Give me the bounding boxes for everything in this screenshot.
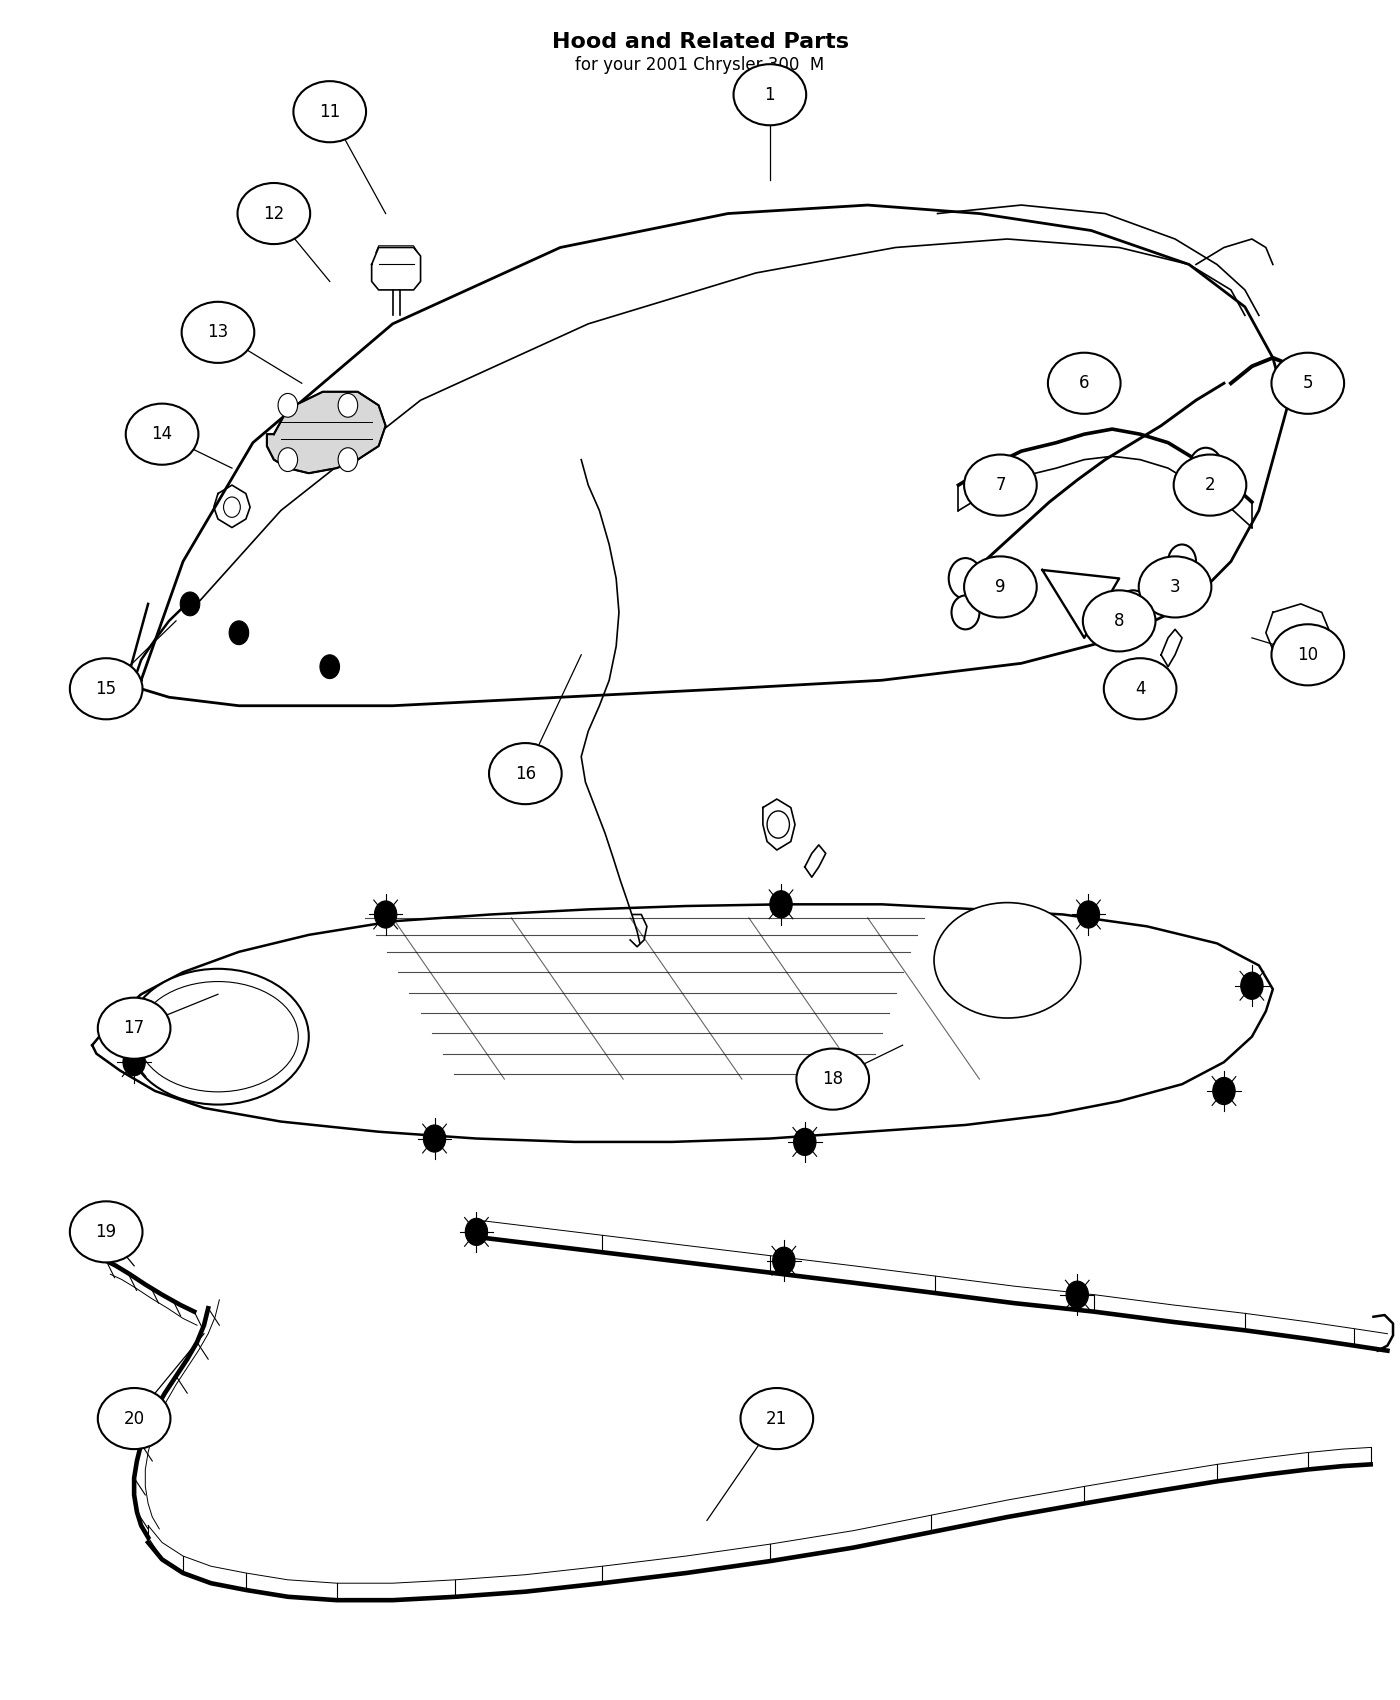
- Text: Hood and Related Parts: Hood and Related Parts: [552, 32, 848, 53]
- Text: 5: 5: [1302, 374, 1313, 393]
- Ellipse shape: [797, 1049, 869, 1110]
- Text: 10: 10: [1298, 646, 1319, 663]
- Text: 12: 12: [263, 204, 284, 223]
- Text: 9: 9: [995, 578, 1005, 597]
- Text: 17: 17: [123, 1020, 144, 1037]
- Ellipse shape: [1173, 454, 1246, 515]
- Ellipse shape: [1082, 590, 1155, 651]
- Ellipse shape: [965, 454, 1037, 515]
- Text: 8: 8: [1114, 612, 1124, 631]
- Circle shape: [423, 1125, 445, 1153]
- Ellipse shape: [98, 1387, 171, 1448]
- Ellipse shape: [934, 903, 1081, 1018]
- Circle shape: [339, 393, 357, 416]
- Circle shape: [230, 620, 249, 644]
- Text: 20: 20: [123, 1409, 144, 1428]
- Text: 7: 7: [995, 476, 1005, 495]
- Text: 3: 3: [1170, 578, 1180, 597]
- Circle shape: [1168, 544, 1196, 578]
- Ellipse shape: [1271, 624, 1344, 685]
- Circle shape: [1077, 901, 1099, 928]
- Circle shape: [279, 393, 298, 416]
- Text: 6: 6: [1079, 374, 1089, 393]
- Ellipse shape: [98, 998, 171, 1059]
- Circle shape: [794, 1129, 816, 1156]
- Ellipse shape: [127, 969, 309, 1105]
- Ellipse shape: [1271, 352, 1344, 413]
- Ellipse shape: [741, 1387, 813, 1448]
- Circle shape: [1189, 447, 1222, 488]
- Circle shape: [279, 447, 298, 471]
- Text: 18: 18: [822, 1069, 843, 1088]
- Ellipse shape: [182, 303, 255, 362]
- Ellipse shape: [734, 65, 806, 126]
- Circle shape: [952, 595, 980, 629]
- Circle shape: [949, 558, 983, 598]
- Circle shape: [123, 1049, 146, 1076]
- Polygon shape: [267, 391, 385, 473]
- Circle shape: [1114, 590, 1151, 634]
- Circle shape: [1212, 1078, 1235, 1105]
- Circle shape: [770, 891, 792, 918]
- Ellipse shape: [965, 556, 1037, 617]
- Text: 15: 15: [95, 680, 116, 697]
- Text: 19: 19: [95, 1222, 116, 1241]
- Text: 1: 1: [764, 85, 776, 104]
- Circle shape: [181, 592, 200, 615]
- Text: 13: 13: [207, 323, 228, 342]
- Circle shape: [321, 654, 340, 678]
- Ellipse shape: [1138, 556, 1211, 617]
- Circle shape: [465, 1219, 487, 1246]
- Text: 21: 21: [766, 1409, 787, 1428]
- Ellipse shape: [1103, 658, 1176, 719]
- Ellipse shape: [1049, 352, 1120, 413]
- Ellipse shape: [489, 743, 561, 804]
- Text: 11: 11: [319, 102, 340, 121]
- Ellipse shape: [126, 403, 199, 464]
- Circle shape: [1091, 374, 1105, 391]
- Circle shape: [767, 811, 790, 838]
- Circle shape: [1065, 1282, 1088, 1309]
- Circle shape: [1240, 972, 1263, 1000]
- Text: for your 2001 Chrysler 300  M: for your 2001 Chrysler 300 M: [575, 56, 825, 73]
- Circle shape: [224, 496, 241, 517]
- Ellipse shape: [137, 981, 298, 1091]
- Text: 14: 14: [151, 425, 172, 444]
- Ellipse shape: [70, 658, 143, 719]
- Circle shape: [374, 901, 396, 928]
- Ellipse shape: [238, 184, 311, 245]
- Ellipse shape: [294, 82, 365, 143]
- Text: 16: 16: [515, 765, 536, 782]
- Ellipse shape: [70, 1202, 143, 1263]
- Circle shape: [339, 447, 357, 471]
- Circle shape: [1123, 600, 1142, 624]
- Text: 4: 4: [1135, 680, 1145, 697]
- Text: 2: 2: [1204, 476, 1215, 495]
- Circle shape: [1084, 366, 1112, 400]
- Circle shape: [773, 1248, 795, 1275]
